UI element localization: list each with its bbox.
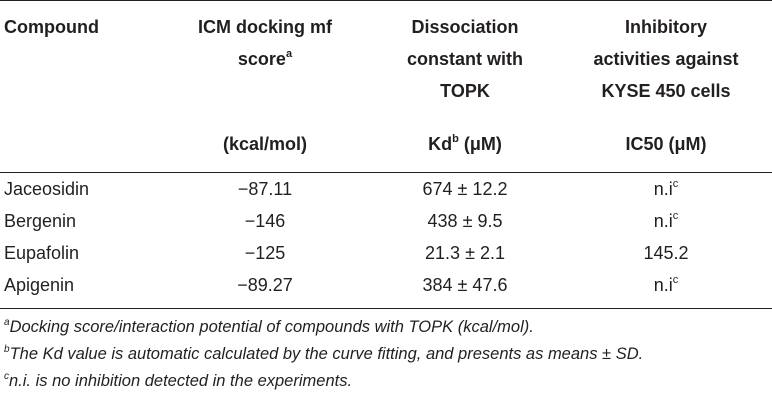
cell-ic50-superscript: c [672,178,679,190]
unit-ic50: IC50 (μM) [625,134,707,154]
bottom-rule [0,308,772,309]
footnote-a: aDocking score/interaction potential of … [4,316,534,336]
cell-icm: −146 [244,211,286,231]
unit-kd-superscript: b [452,133,459,145]
cell-ic50: n.ic [653,178,679,200]
header-inhibitory-line3: KYSE 450 cells [601,81,731,101]
header-icm-line1: ICM docking mf [198,17,332,37]
header-inhibitory-line2: activities against [593,49,739,69]
unit-icm: (kcal/mol) [222,134,308,154]
header-kd-line3: TOPK [440,81,490,101]
cell-compound: Eupafolin [4,243,80,263]
cell-ic50: 145.2 [643,243,689,263]
cell-compound: Bergenin [4,211,77,231]
header-kd-line1: Dissociation [411,17,519,37]
cell-kd: 438 ± 9.5 [427,211,503,231]
header-inhibitory-line1: Inhibitory [625,17,707,37]
cell-kd: 674 ± 12.2 [422,179,508,199]
cell-ic50-superscript: c [672,274,679,286]
header-icm-superscript: a [285,48,293,60]
cell-compound: Jaceosidin [4,179,90,199]
footnote-c: cn.i. is no inhibition detected in the e… [4,370,353,390]
cell-icm: −89.27 [237,275,293,295]
header-rule [0,172,772,173]
header-compound: Compound [4,17,99,37]
cell-ic50: n.ic [653,210,679,232]
cell-ic50: n.ic [653,274,679,296]
cell-kd: 384 ± 47.6 [422,275,508,295]
cell-icm: −125 [244,243,286,263]
cell-ic50-superscript: c [672,210,679,222]
cell-icm: −87.11 [237,179,293,199]
unit-kd: Kdb (μM) [428,133,502,155]
footnote-b: bThe Kd value is automatic calculated by… [4,343,644,363]
top-rule [0,0,772,1]
cell-compound: Apigenin [4,275,75,295]
cell-kd: 21.3 ± 2.1 [425,243,505,263]
header-kd-line2: constant with [407,49,523,69]
header-icm-line2: scorea [237,48,293,70]
